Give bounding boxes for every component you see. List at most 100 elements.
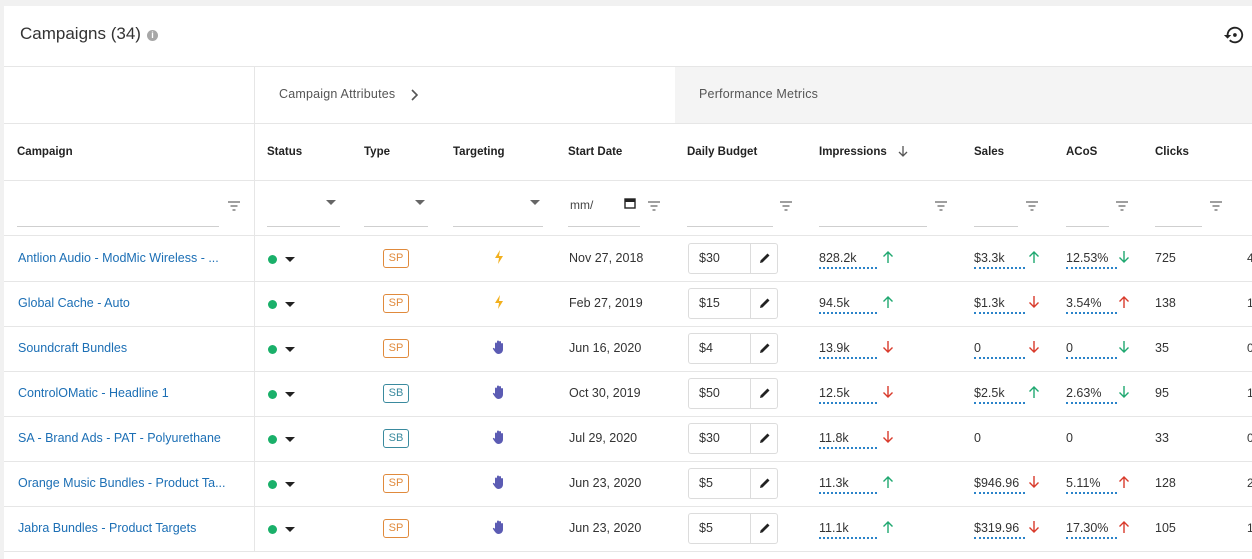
date-filter-input[interactable]: mm/: [570, 198, 594, 212]
pencil-icon[interactable]: [758, 341, 772, 355]
impressions-value[interactable]: 11.1k: [819, 521, 877, 539]
type-filter-select[interactable]: [364, 226, 428, 227]
status-dropdown-caret[interactable]: [285, 437, 295, 442]
acos-value[interactable]: 12.53%: [1066, 251, 1117, 269]
sales-value[interactable]: $1.3k: [974, 296, 1025, 314]
sales-value[interactable]: $3.3k: [974, 251, 1025, 269]
impressions-value[interactable]: 13.9k: [819, 341, 877, 359]
sales-value[interactable]: $946.96: [974, 476, 1025, 494]
daily-budget-value: $30: [699, 251, 720, 265]
history-icon[interactable]: [1223, 24, 1245, 46]
header-campaign[interactable]: Campaign: [17, 146, 73, 158]
status-dropdown-caret[interactable]: [285, 302, 295, 307]
daily-budget-field[interactable]: $30: [688, 423, 778, 454]
sort-down-icon[interactable]: [898, 145, 908, 158]
arrow-up-icon: [1028, 385, 1040, 399]
impressions-value[interactable]: 828.2k: [819, 251, 877, 269]
header-start-date[interactable]: Start Date: [568, 146, 623, 158]
clicks-value: 105: [1155, 521, 1176, 535]
filter-icon[interactable]: [779, 199, 793, 213]
type-badge: SP: [383, 474, 409, 493]
header-type[interactable]: Type: [364, 146, 390, 158]
daily-budget-field[interactable]: $50: [688, 378, 778, 409]
next-column-value: 0: [1247, 341, 1252, 355]
impressions-value[interactable]: 12.5k: [819, 386, 877, 404]
campaign-name-link[interactable]: Antlion Audio - ModMic Wireless - ...: [18, 251, 219, 265]
pencil-icon[interactable]: [758, 476, 772, 490]
calendar-icon[interactable]: [624, 197, 636, 209]
daily-budget-field[interactable]: $5: [688, 468, 778, 499]
pencil-icon[interactable]: [758, 386, 772, 400]
targeting-filter-select[interactable]: [453, 226, 543, 227]
status-filter-caret[interactable]: [326, 200, 336, 205]
header-targeting[interactable]: Targeting: [453, 146, 505, 158]
daily-budget-field[interactable]: $4: [688, 333, 778, 364]
status-dropdown-caret[interactable]: [285, 347, 295, 352]
acos-value[interactable]: 5.11%: [1066, 476, 1117, 494]
next-column-value: 1: [1247, 386, 1252, 400]
filter-row: mm/: [4, 181, 1252, 236]
chevron-right-icon[interactable]: [410, 89, 418, 101]
filter-icon[interactable]: [934, 199, 948, 213]
header-status[interactable]: Status: [267, 146, 303, 158]
header-impressions[interactable]: Impressions: [819, 146, 887, 158]
divider: [254, 371, 255, 416]
campaign-name-link[interactable]: Soundcraft Bundles: [18, 341, 128, 355]
filter-icon[interactable]: [1025, 199, 1039, 213]
impressions-value[interactable]: 11.8k: [819, 431, 877, 449]
campaign-name-link[interactable]: SA - Brand Ads - PAT - Polyurethane: [18, 431, 221, 445]
acos-filter-input[interactable]: [1066, 226, 1109, 227]
budget-filter-input[interactable]: [687, 226, 773, 227]
campaign-name-link[interactable]: Global Cache - Auto: [18, 296, 130, 310]
acos-value[interactable]: 17.30%: [1066, 521, 1117, 539]
pencil-icon[interactable]: [758, 431, 772, 445]
table-row: Jabra Bundles - Product Targets SP Jun 2…: [4, 506, 1252, 552]
campaign-name-link[interactable]: ControlOMatic - Headline 1: [18, 386, 169, 400]
acos-value[interactable]: 3.54%: [1066, 296, 1117, 314]
campaign-name-link[interactable]: Jabra Bundles - Product Targets: [18, 521, 197, 535]
acos-value[interactable]: 0: [1066, 341, 1117, 359]
pencil-icon[interactable]: [758, 251, 772, 265]
filter-icon[interactable]: [1115, 199, 1129, 213]
daily-budget-field[interactable]: $5: [688, 513, 778, 544]
impressions-filter-input[interactable]: [819, 226, 927, 227]
arrow-down-icon: [1028, 295, 1040, 309]
type-badge: SP: [383, 249, 409, 268]
filter-icon[interactable]: [1209, 199, 1223, 213]
arrow-up-icon: [1118, 295, 1130, 309]
pencil-icon[interactable]: [758, 521, 772, 535]
info-icon[interactable]: i: [146, 30, 158, 41]
pencil-icon[interactable]: [758, 296, 772, 310]
group-campaign-attributes[interactable]: Campaign Attributes: [255, 67, 675, 123]
header-daily-budget[interactable]: Daily Budget: [687, 146, 758, 158]
campaign-name-link[interactable]: Orange Music Bundles - Product Ta...: [18, 476, 226, 490]
arrow-up-icon: [882, 475, 894, 489]
header-clicks[interactable]: Clicks: [1155, 146, 1189, 158]
daily-budget-field[interactable]: $30: [688, 243, 778, 274]
impressions-value[interactable]: 11.3k: [819, 476, 877, 494]
sales-value[interactable]: 0: [974, 341, 1025, 359]
clicks-value: 35: [1155, 341, 1169, 355]
status-dropdown-caret[interactable]: [285, 527, 295, 532]
divider: [254, 281, 255, 326]
sales-filter-input[interactable]: [974, 226, 1018, 227]
daily-budget-field[interactable]: $15: [688, 288, 778, 319]
status-dropdown-caret[interactable]: [285, 392, 295, 397]
arrow-down-icon: [1028, 475, 1040, 489]
clicks-filter-input[interactable]: [1155, 226, 1202, 227]
sales-value[interactable]: $319.96: [974, 521, 1025, 539]
targeting-filter-caret[interactable]: [530, 200, 540, 205]
type-filter-caret[interactable]: [415, 200, 425, 205]
status-dropdown-caret[interactable]: [285, 482, 295, 487]
sales-value[interactable]: $2.5k: [974, 386, 1025, 404]
filter-icon[interactable]: [227, 199, 241, 213]
acos-value[interactable]: 2.63%: [1066, 386, 1117, 404]
header-acos[interactable]: ACoS: [1066, 146, 1098, 158]
status-filter-select[interactable]: [267, 226, 340, 227]
campaign-filter-input[interactable]: [17, 226, 219, 227]
impressions-value[interactable]: 94.5k: [819, 296, 877, 314]
daily-budget-value: $5: [699, 521, 713, 535]
filter-icon[interactable]: [647, 199, 661, 213]
status-dropdown-caret[interactable]: [285, 257, 295, 262]
header-sales[interactable]: Sales: [974, 146, 1005, 158]
